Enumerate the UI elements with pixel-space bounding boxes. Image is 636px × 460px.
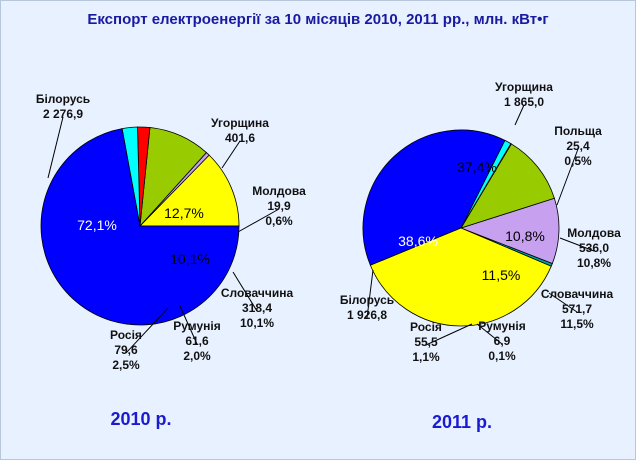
slice-name-label: Молдова [567, 226, 621, 240]
slice-name-label: Росія [110, 328, 142, 342]
pie-slice-hungary [139, 154, 240, 227]
slice-pct-label: 10,8% [505, 228, 545, 244]
chart-title: Експорт електроенергії за 10 місяців 201… [87, 11, 549, 28]
slice-value-label: 536,0 [579, 241, 609, 255]
leader-line [237, 208, 280, 233]
slice-value-label: 61,6 [185, 334, 209, 348]
slice-pct-label: 37,4% [457, 159, 497, 175]
pie-slice-moldova [459, 197, 560, 264]
year-label: 2010 р. [110, 409, 171, 429]
pie-slice-belarus [40, 128, 240, 326]
slice-value-label: 571,7 [562, 302, 592, 316]
slice-pct-label: 10,1% [240, 316, 274, 330]
slice-name-label: Росія [410, 320, 442, 334]
slice-pct-label: 1,1% [412, 350, 440, 364]
slice-name-label: Словаччина [221, 286, 294, 300]
pie-2010 [40, 126, 240, 326]
leader-line [125, 307, 169, 354]
slice-value-label: 55,5 [414, 335, 438, 349]
slice-value-label: 1 865,0 [504, 95, 544, 109]
slice-name-label: Угорщина [211, 116, 269, 130]
leader-line [556, 148, 579, 206]
pie-slice-hungary [369, 227, 552, 327]
pie-slice-slovakia [460, 143, 555, 229]
slice-pct-label: 72,1% [77, 217, 117, 233]
slice-pct-label: 2,5% [112, 358, 140, 372]
leader-line [47, 116, 64, 179]
slice-pct-label: 0,6% [265, 214, 293, 228]
slice-pct-label: 10,8% [577, 256, 611, 270]
slice-name-label: Словаччина [541, 287, 614, 301]
leader-line [559, 237, 595, 252]
slice-pct-label: 10,1% [170, 251, 210, 267]
slice-pct-label: 0,1% [488, 349, 516, 363]
slice-name-label: Угорщина [495, 80, 553, 94]
slice-value-label: 318,4 [242, 301, 272, 315]
slice-value-label: 2 276,9 [43, 107, 83, 121]
slice-value-label: 401,6 [225, 131, 255, 145]
leader-line [232, 271, 258, 312]
slice-pct-label: 12,7% [164, 205, 204, 221]
slice-name-label: Румунія [478, 319, 526, 333]
slice-value-label: 25,4 [566, 139, 590, 153]
slice-value-label: 79,6 [114, 343, 138, 357]
pie-2011 [362, 129, 560, 327]
leader-line [425, 323, 473, 346]
slice-name-label: Румунія [173, 319, 221, 333]
slice-name-label: Білорусь [340, 293, 394, 307]
slice-name-label: Білорусь [36, 92, 90, 106]
slice-pct-label: 2,0% [183, 349, 211, 363]
slice-value-label: 6,9 [494, 334, 511, 348]
slice-value-label: 19,9 [267, 199, 291, 213]
annotations-2011: Польща25,40,5%Молдова536,010,8%10,8%Слов… [340, 80, 621, 432]
leader-line [514, 104, 525, 126]
slice-name-label: Польща [554, 124, 602, 138]
slice-pct-label: 38,6% [398, 233, 438, 249]
leader-line [548, 292, 578, 313]
slice-pct-label: 11,5% [560, 317, 594, 331]
leader-line [221, 140, 241, 169]
leader-line [476, 323, 503, 345]
slice-value-label: 1 926,8 [347, 308, 387, 322]
leader-line [179, 305, 198, 345]
leader-line [366, 269, 374, 319]
slice-name-label: Молдова [252, 184, 306, 198]
year-label: 2011 р. [432, 412, 492, 432]
slice-pct-label: 11,5% [482, 267, 521, 283]
pie-slice-belarus [362, 129, 506, 266]
slice-pct-label: 0,5% [564, 154, 592, 168]
